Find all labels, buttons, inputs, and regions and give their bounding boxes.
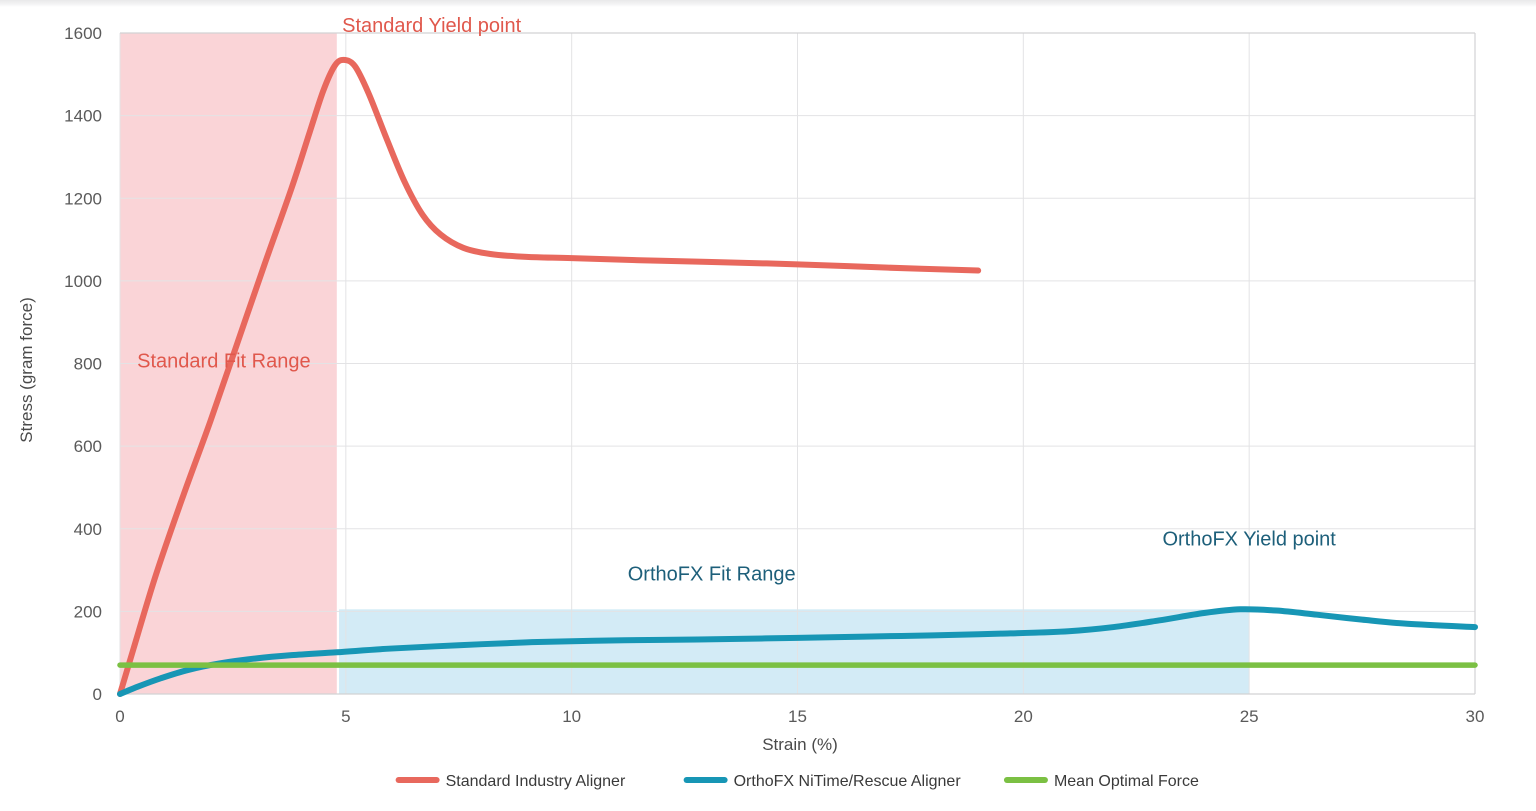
x-tick-label: 15 (788, 707, 807, 726)
legend-label-standard-industry-aligner: Standard Industry Aligner (446, 773, 626, 790)
x-tick-label: 25 (1240, 707, 1259, 726)
data-series (117, 56, 1478, 697)
axes-frame (120, 32, 1476, 695)
x-tick-label: 5 (341, 707, 350, 726)
legend-label-orthofx-nitime-rescue-aligner: OrthoFX NiTime/Rescue Aligner (734, 773, 962, 790)
y-tick-label: 200 (74, 602, 102, 621)
region-orthofx-fit-range (339, 609, 1250, 694)
x-tick-label: 30 (1466, 707, 1485, 726)
series-standard-industry-aligner (117, 56, 982, 697)
legend-swatch-orthofx-nitime-rescue-aligner (683, 777, 728, 783)
y-axis-title: Stress (gram force) (17, 297, 36, 442)
legend-swatch-mean-optimal-force (1003, 777, 1048, 783)
x-axis-title: Strain (%) (762, 735, 838, 754)
chart-legend: Standard Industry Aligner OrthoFX NiTime/… (395, 773, 1199, 790)
y-tick-label: 0 (93, 685, 102, 704)
x-tick-label: 20 (1014, 707, 1033, 726)
chart-annotations: Standard Fit Range OrthoFX Fit Range Stand… (137, 15, 1336, 585)
x-tick-label: 0 (115, 707, 124, 726)
x-axis-ticks: 0 5 10 15 20 25 30 (115, 707, 1484, 726)
y-tick-label: 600 (74, 437, 102, 456)
legend-label-mean-optimal-force: Mean Optimal Force (1054, 773, 1199, 790)
y-tick-label: 1400 (64, 107, 102, 126)
legend-swatch-standard-industry-aligner (395, 777, 440, 783)
annotation-standard-yield-point: Standard Yield point (342, 15, 521, 37)
y-tick-label: 1000 (64, 272, 102, 291)
y-axis-ticks: 0 200 400 600 800 1000 1200 1400 1600 (64, 24, 102, 704)
annotation-orthofx-yield-point: OrthoFX Yield point (1162, 528, 1336, 550)
y-tick-label: 1600 (64, 24, 102, 43)
top-edge-strip (0, 0, 1536, 7)
region-label-orthofx-fit-range: OrthoFX Fit Range (628, 563, 796, 585)
x-tick-label: 10 (562, 707, 581, 726)
region-label-standard-fit-range: Standard Fit Range (137, 351, 310, 373)
y-tick-label: 400 (74, 520, 102, 539)
y-tick-label: 1200 (64, 189, 102, 208)
series-orthofx-nitime-rescue-aligner (117, 606, 1478, 697)
y-tick-label: 800 (74, 355, 102, 374)
